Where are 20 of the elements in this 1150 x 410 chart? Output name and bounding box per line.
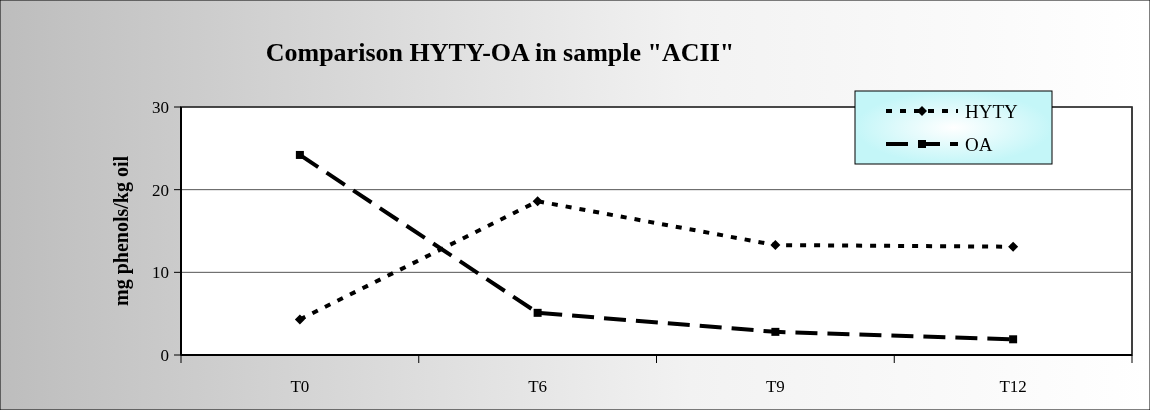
x-tick-label: T0 — [290, 377, 310, 396]
x-tick-label: T6 — [528, 377, 548, 396]
y-axis-title: mg phenols/kg oil — [110, 155, 133, 307]
point — [771, 327, 780, 336]
y-tick-label: 10 — [152, 263, 169, 283]
point — [295, 150, 304, 159]
chart-title: Comparison HYTY-OA in sample "ACII" — [265, 38, 735, 67]
y-tick-label: 30 — [152, 97, 169, 117]
point — [294, 314, 305, 325]
y-tick-label: 0 — [160, 345, 169, 365]
legend-label: HYTY — [965, 100, 1019, 122]
point — [533, 308, 542, 317]
x-tick-label: T9 — [765, 377, 785, 396]
point — [1009, 335, 1018, 344]
point — [532, 196, 543, 207]
y-tick-label: 20 — [152, 180, 169, 200]
legend-label: OA — [965, 133, 993, 155]
point — [770, 240, 781, 251]
point — [1008, 241, 1019, 252]
x-tick-label: T12 — [999, 377, 1027, 396]
